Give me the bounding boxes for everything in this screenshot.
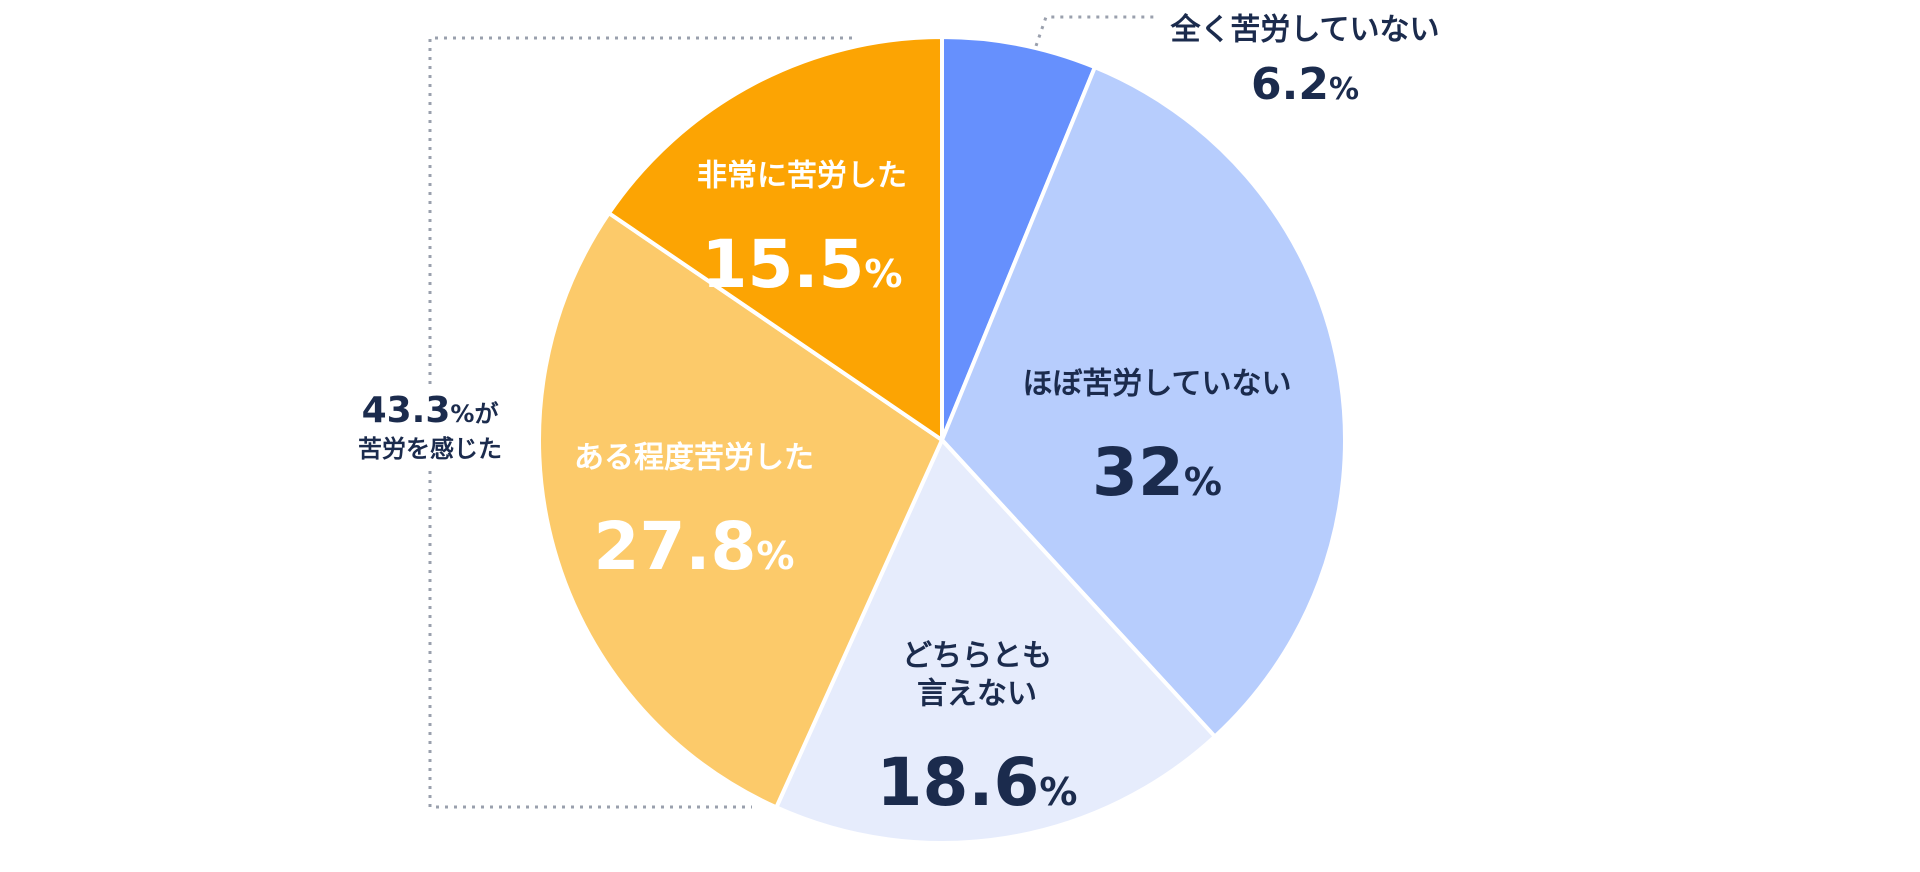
bracket-guide-line <box>428 36 852 809</box>
guide-lines <box>428 15 1154 809</box>
slice-value-label: 15.5% <box>702 226 903 303</box>
pie-slices <box>537 35 1347 845</box>
pie-slice-4 <box>537 211 944 810</box>
slice-value-label: 32% <box>1092 434 1222 511</box>
slice-name-label: ほぼ苦労していない <box>1022 367 1291 402</box>
annotation-value: 43.3%が <box>362 390 499 431</box>
slice-name-label: 非常に苦労した <box>697 159 907 194</box>
slice-name-label: どちらとも <box>902 639 1052 674</box>
slice-value-label: 6.2% <box>1251 59 1359 110</box>
pie-slice-1 <box>940 35 1097 442</box>
pie-slice-3 <box>774 438 1217 845</box>
pie-slice-5 <box>606 35 944 442</box>
slice-name-label: 全く苦労していない <box>1169 13 1439 48</box>
slice-value-label: 27.8% <box>594 508 795 585</box>
pie-slice-2 <box>940 65 1347 739</box>
slice-name-label: ある程度苦労した <box>574 441 814 476</box>
slice-name-label: 言えない <box>917 677 1037 712</box>
slice-value-label: 18.6% <box>877 744 1078 821</box>
annotation-background <box>336 385 524 471</box>
callout-guide-line <box>1034 15 1154 47</box>
annotation-text: 苦労を感じた <box>358 435 502 463</box>
